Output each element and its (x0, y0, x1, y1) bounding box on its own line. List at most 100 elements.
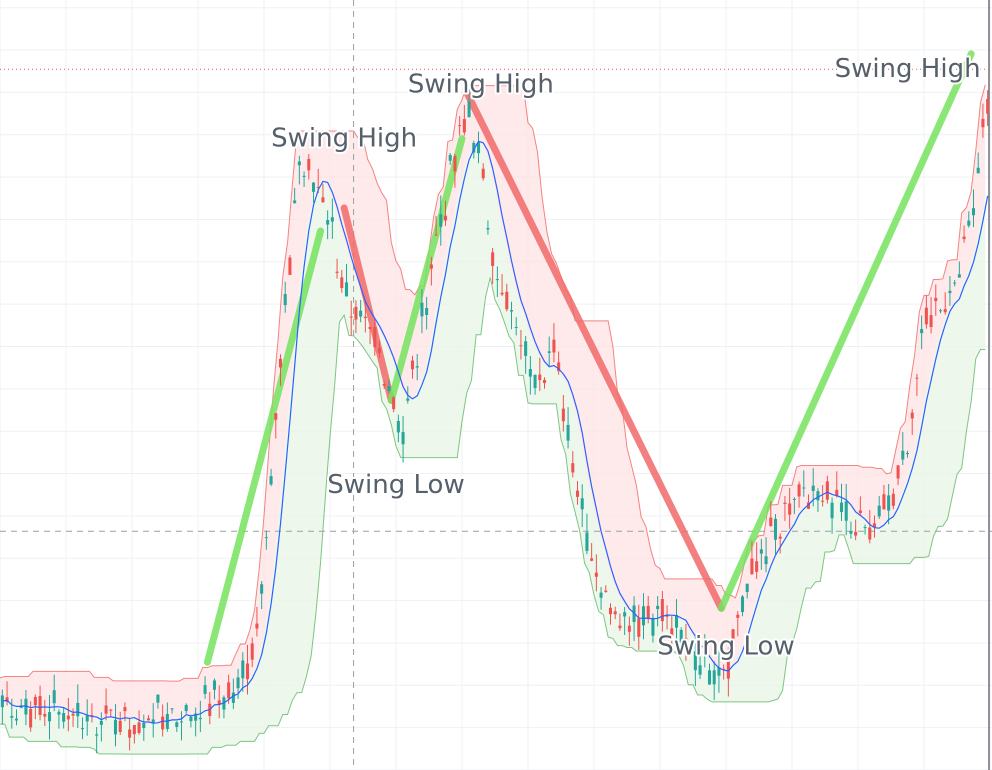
candle-down (788, 487, 792, 529)
candle-body (415, 366, 419, 368)
candle-up (759, 538, 763, 570)
candle-body (953, 282, 957, 284)
candle-body (575, 490, 580, 497)
candle-body (14, 718, 19, 721)
trailing-stop-bands (0, 84, 986, 755)
candle-down (561, 395, 565, 432)
candle-down (453, 153, 457, 188)
candle-body (712, 670, 716, 685)
candle-up (330, 198, 334, 239)
candle-up (547, 336, 551, 368)
candle-down (872, 515, 877, 538)
candle-down (797, 481, 801, 508)
candle-body (929, 315, 933, 328)
candle-body (986, 98, 990, 114)
candle-body (373, 326, 377, 348)
candle-up (439, 195, 443, 246)
candle-up (80, 717, 85, 740)
swing-up-line (203, 227, 325, 666)
candle-body (24, 698, 28, 715)
candle-body (731, 629, 735, 643)
candle-body (297, 161, 301, 166)
candle-up (905, 450, 910, 458)
swing-label: Swing High (271, 123, 417, 153)
candle-body (95, 734, 99, 736)
candle-down (915, 373, 919, 397)
candle-body (420, 302, 424, 317)
candle-body (429, 264, 433, 269)
candle-body (613, 611, 617, 615)
candle-down (491, 247, 495, 285)
candle-down (278, 354, 283, 386)
candle-down (340, 269, 344, 293)
candle-up (887, 483, 891, 525)
candle-body (788, 503, 792, 515)
candle-body (566, 424, 570, 441)
candle-up (953, 280, 957, 287)
candle-up (170, 708, 174, 714)
moving-average (2, 140, 989, 724)
candle-up (425, 296, 429, 330)
candle-body (571, 463, 575, 473)
candle-body (557, 362, 561, 372)
candle-body (443, 215, 448, 221)
candle-body (307, 158, 311, 171)
candle-body (387, 386, 391, 391)
candle-body (580, 498, 584, 510)
candle-body (146, 718, 151, 721)
swing-label: Swing Low (657, 632, 794, 662)
candle-body (198, 717, 202, 720)
bull-band-fill (0, 141, 986, 755)
candle-body (726, 656, 730, 679)
candle-body (472, 142, 476, 153)
candle-up (344, 264, 349, 297)
candle-body (698, 665, 702, 675)
candle-down (557, 351, 561, 375)
candle-body (736, 614, 740, 618)
candle-body (203, 685, 207, 694)
candle-body (821, 500, 825, 502)
candle-down (410, 355, 415, 379)
candle-body (976, 167, 980, 174)
candle-up (948, 276, 952, 306)
candle-body (123, 707, 127, 712)
candle-down (217, 685, 221, 719)
candle-body (858, 510, 862, 514)
candle-down (981, 103, 985, 138)
candle-up (184, 703, 188, 714)
candle-body (924, 307, 928, 325)
candle-up (839, 483, 844, 521)
candle-down (481, 163, 485, 181)
candle-up (359, 299, 363, 323)
candle-body (354, 306, 358, 320)
candle-body (500, 292, 504, 295)
candle-up (62, 707, 66, 729)
candle-up (740, 595, 745, 617)
candle-body (311, 182, 316, 192)
candle-body (274, 413, 278, 420)
candle-body (514, 326, 518, 328)
candle-body (5, 697, 9, 703)
candle-body (47, 712, 52, 722)
candle-body (137, 722, 141, 733)
candle-up (707, 663, 712, 685)
candle-down (835, 471, 839, 498)
candle-down (274, 413, 278, 439)
candle-up (396, 414, 400, 443)
candle-up (712, 661, 716, 701)
candle-up (476, 131, 481, 164)
candle-body (33, 696, 37, 706)
candle-body (401, 432, 405, 445)
candle-down (354, 300, 358, 334)
candle-body (175, 722, 179, 727)
candle-up (580, 484, 584, 528)
candle-body (85, 715, 89, 722)
candle-up (802, 470, 806, 497)
candle-up (467, 88, 471, 118)
candle-body (382, 384, 386, 386)
candle-up (938, 308, 943, 314)
candle-body (755, 561, 759, 572)
candle-body (486, 228, 490, 230)
candle-up (524, 335, 528, 374)
candle-down (962, 225, 966, 243)
